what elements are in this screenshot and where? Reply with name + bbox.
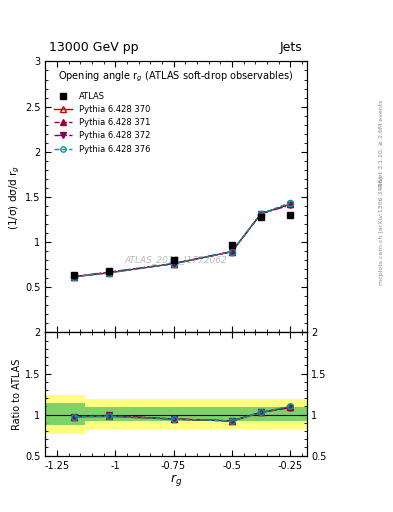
Text: 13000 GeV pp: 13000 GeV pp	[49, 41, 139, 54]
Bar	[248, 399, 309, 430]
Pythia 6.428 370	[171, 261, 176, 267]
Pythia 6.428 376	[107, 270, 112, 276]
ATLAS	[72, 272, 77, 278]
Pythia 6.428 371	[259, 210, 263, 217]
Line: ATLAS: ATLAS	[71, 212, 293, 278]
Pythia 6.428 372	[288, 202, 292, 208]
Pythia 6.428 370	[259, 210, 263, 217]
Pythia 6.428 370	[72, 273, 77, 280]
Pythia 6.428 370	[107, 270, 112, 276]
ATLAS	[171, 257, 176, 263]
Y-axis label: (1/σ) dσ/d r$_g$: (1/σ) dσ/d r$_g$	[7, 164, 22, 229]
Pythia 6.428 372	[171, 261, 176, 267]
Pythia 6.428 372	[72, 273, 77, 280]
Line: Pythia 6.428 371: Pythia 6.428 371	[71, 201, 293, 280]
ATLAS	[288, 212, 292, 218]
Line: Pythia 6.428 372: Pythia 6.428 372	[71, 202, 293, 280]
Pythia 6.428 370	[288, 201, 292, 207]
Pythia 6.428 376	[230, 248, 234, 254]
X-axis label: r$_g$: r$_g$	[170, 472, 182, 488]
Pythia 6.428 376	[171, 261, 176, 267]
Pythia 6.428 372	[107, 269, 112, 275]
Bar	[85, 399, 248, 430]
Pythia 6.428 372	[259, 210, 263, 217]
Pythia 6.428 371	[288, 201, 292, 207]
Bar	[248, 407, 309, 421]
Bar	[85, 407, 248, 421]
Pythia 6.428 376	[72, 273, 77, 280]
Pythia 6.428 376	[288, 200, 292, 206]
Line: Pythia 6.428 370: Pythia 6.428 370	[71, 201, 293, 280]
Pythia 6.428 371	[72, 273, 77, 280]
Text: ATLAS_2019_I1772062: ATLAS_2019_I1772062	[125, 255, 227, 264]
Line: Pythia 6.428 376: Pythia 6.428 376	[71, 200, 293, 280]
Pythia 6.428 371	[107, 269, 112, 275]
ATLAS	[230, 242, 234, 248]
Text: Rivet 3.1.10, ≥ 2.6M events: Rivet 3.1.10, ≥ 2.6M events	[379, 100, 384, 187]
ATLAS	[107, 268, 112, 274]
Text: mcplots.cern.ch [arXiv:1306.3436]: mcplots.cern.ch [arXiv:1306.3436]	[379, 176, 384, 285]
Pythia 6.428 372	[230, 248, 234, 254]
Y-axis label: Ratio to ATLAS: Ratio to ATLAS	[12, 358, 22, 430]
ATLAS	[259, 214, 263, 220]
Text: Opening angle r$_g$ (ATLAS soft-drop observables): Opening angle r$_g$ (ATLAS soft-drop obs…	[58, 70, 294, 84]
Bar	[45, 395, 85, 434]
Bar	[45, 403, 85, 425]
Pythia 6.428 370	[230, 248, 234, 254]
Legend: ATLAS, Pythia 6.428 370, Pythia 6.428 371, Pythia 6.428 372, Pythia 6.428 376: ATLAS, Pythia 6.428 370, Pythia 6.428 37…	[50, 89, 154, 157]
Pythia 6.428 371	[230, 248, 234, 254]
Pythia 6.428 376	[259, 210, 263, 217]
Text: Jets: Jets	[280, 41, 303, 54]
Pythia 6.428 371	[171, 261, 176, 267]
